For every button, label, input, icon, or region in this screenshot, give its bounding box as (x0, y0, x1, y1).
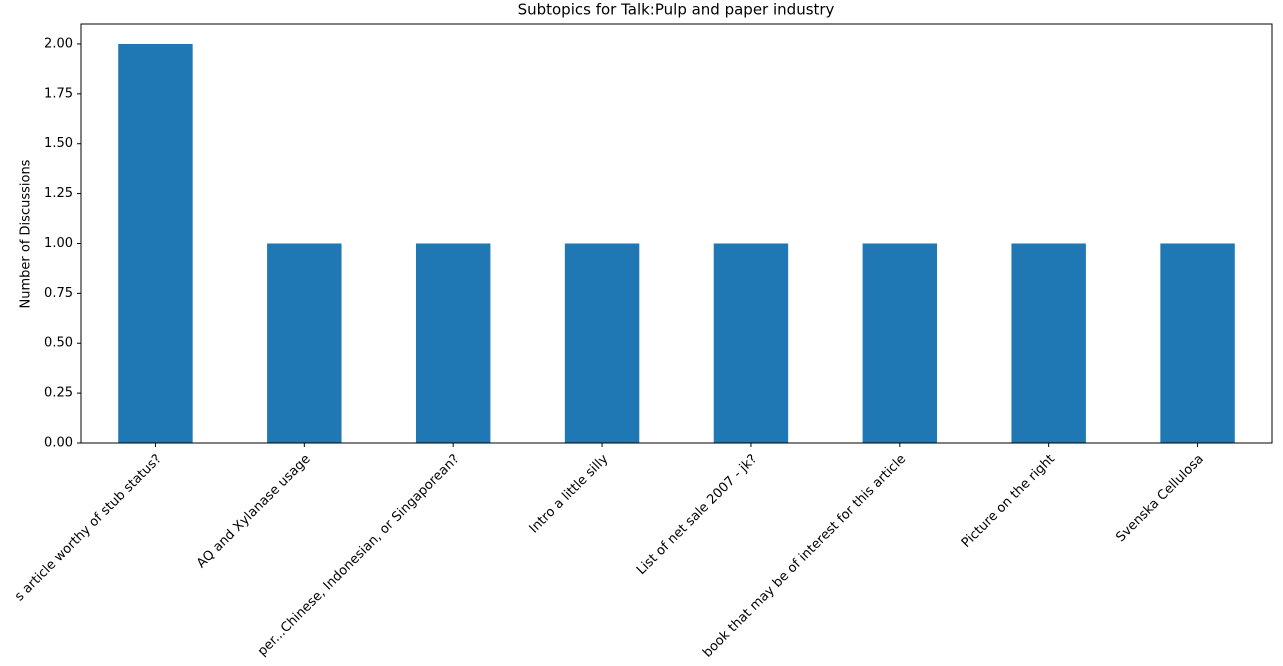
y-tick-label: 1.75 (44, 86, 73, 101)
y-tick-label: 0.00 (44, 436, 73, 451)
bar (118, 43, 193, 443)
y-tick-label: 1.25 (44, 186, 73, 201)
y-tick-label: 1.00 (44, 236, 73, 251)
x-tick-label: Picture on the right (959, 452, 1058, 551)
y-tick-label: 0.25 (44, 386, 73, 401)
x-tick-label: Intro a little silly (527, 451, 612, 536)
bar (267, 243, 342, 443)
y-tick-label: 0.50 (44, 336, 73, 351)
x-tick-label: List of net sale 2007 - jk? (634, 452, 760, 578)
x-tick-label: s article worthy of stub status? (12, 452, 165, 605)
bar (1011, 243, 1086, 443)
y-tick-label: 1.50 (44, 136, 73, 151)
x-tick-label: Svenska Cellulosa (1113, 452, 1206, 545)
bar (862, 243, 938, 443)
axes-frame (80, 23, 1273, 444)
bar (415, 243, 491, 443)
y-tick-label: 0.75 (44, 286, 73, 301)
bar (1160, 243, 1235, 443)
bar (564, 243, 640, 443)
x-tick-label: AQ and Xylanase usage (194, 452, 314, 572)
plot-area (118, 43, 1235, 443)
chart-title: Subtopics for Talk:Pulp and paper indust… (518, 1, 835, 19)
y-axis-label: Number of Discussions (19, 159, 34, 308)
y-tick-label: 2.00 (44, 36, 73, 51)
bar (713, 243, 789, 443)
